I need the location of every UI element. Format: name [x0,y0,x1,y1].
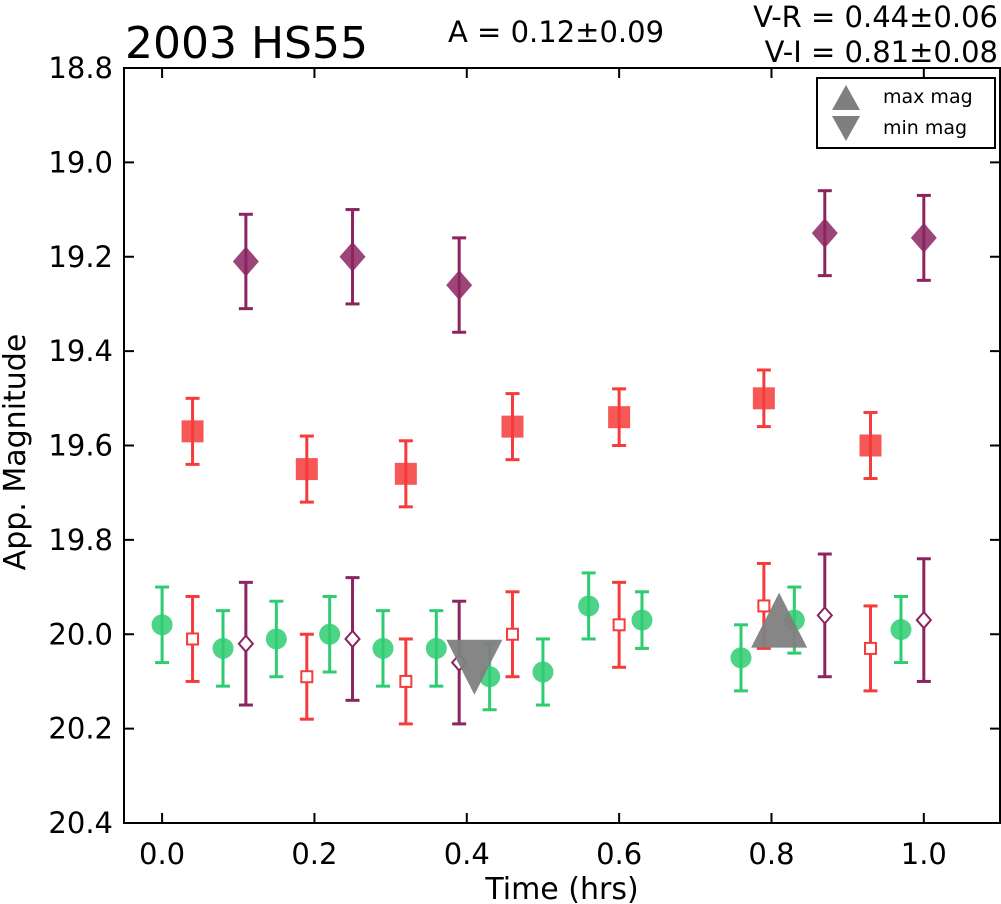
v-point-9-marker [631,609,653,631]
v-point-4-marker [372,637,394,659]
r-shifted-point-6-marker [864,641,878,655]
r-shifted-point-1-marker [300,670,314,684]
amplitude-annotation: A = 0.12±0.09 [448,15,664,49]
i-point-0-marker [232,246,259,277]
max-mag-marker [751,592,808,648]
r-point-6-marker [859,434,882,457]
i-shifted-point-1-marker [344,629,361,649]
i-shifted-point-3-marker [816,605,834,625]
y-tick-label-5: 19.8 [48,523,113,557]
i-point-3-marker [811,218,838,249]
v-r-annotation: V-R = 0.44±0.06 [753,0,998,34]
x-tick-label-4: 0.8 [748,837,794,871]
v-point-5-marker [425,637,447,659]
x-axis-label: Time (hrs) [484,872,638,904]
r-point-5-marker [752,387,775,410]
v-point-8-marker [578,595,600,617]
plot-frame [123,67,1001,824]
r-shifted-point-2-marker [399,674,413,688]
v-point-2-marker [265,628,287,650]
v-point-12-marker [890,619,912,641]
i-point-1-marker [339,241,366,272]
r-shifted-point-3-marker [505,627,519,641]
x-tick-label-0: 0.0 [139,837,185,871]
legend-min-mag-marker [832,116,860,141]
legend-label-max-mag: max mag [883,86,973,108]
r-shifted-point-5-marker [757,599,771,613]
y-tick-label-8: 20.4 [48,806,113,840]
v-point-3-marker [319,623,341,645]
y-tick-label-2: 19.2 [48,240,113,274]
y-tick-label-4: 19.6 [48,429,113,463]
y-tick-label-1: 19.0 [48,145,113,179]
v-i-annotation: V-I = 0.81±0.08 [765,35,998,69]
legend-label-min-mag: min mag [883,117,967,139]
i-shifted-point-4-marker [915,610,933,630]
min-mag-marker [446,639,503,695]
y-tick-label-7: 20.2 [48,712,113,746]
axis-ticks: 0.0 0.2 0.4 0.6 0.8 1.0 18.8 19.0 19.2 19.4 19.6 19… [48,51,1000,871]
x-tick-label-2: 0.4 [444,837,490,871]
r-point-3-marker [501,415,524,438]
i-shifted-point-0-marker [237,634,255,654]
r-point-4-marker [608,406,631,429]
r-shifted-point-4-marker [612,618,626,632]
v-point-0-marker [151,614,173,636]
legend: max mag min mag [816,77,996,149]
plot-marks [151,189,937,726]
v-point-1-marker [212,637,234,659]
chart-title: 2003 HS55 [125,18,368,69]
r-shifted-point-0-marker [186,632,200,646]
x-tick-label-3: 0.6 [596,837,642,871]
x-tick-label-5: 1.0 [901,837,947,871]
y-tick-label-3: 19.4 [48,334,113,368]
v-point-7-marker [532,661,554,683]
i-point-2-marker [446,270,473,301]
i-point-4-marker [910,222,937,253]
y-tick-label-6: 20.0 [48,617,113,651]
v-point-10-marker [730,647,752,669]
y-tick-label-0: 18.8 [48,51,113,85]
x-tick-label-1: 0.2 [291,837,337,871]
r-point-2-marker [394,462,417,485]
r-point-0-marker [181,420,204,443]
y-axis-label: App. Magnitude [0,334,33,571]
legend-max-mag-marker [832,85,860,110]
r-point-1-marker [295,458,318,481]
